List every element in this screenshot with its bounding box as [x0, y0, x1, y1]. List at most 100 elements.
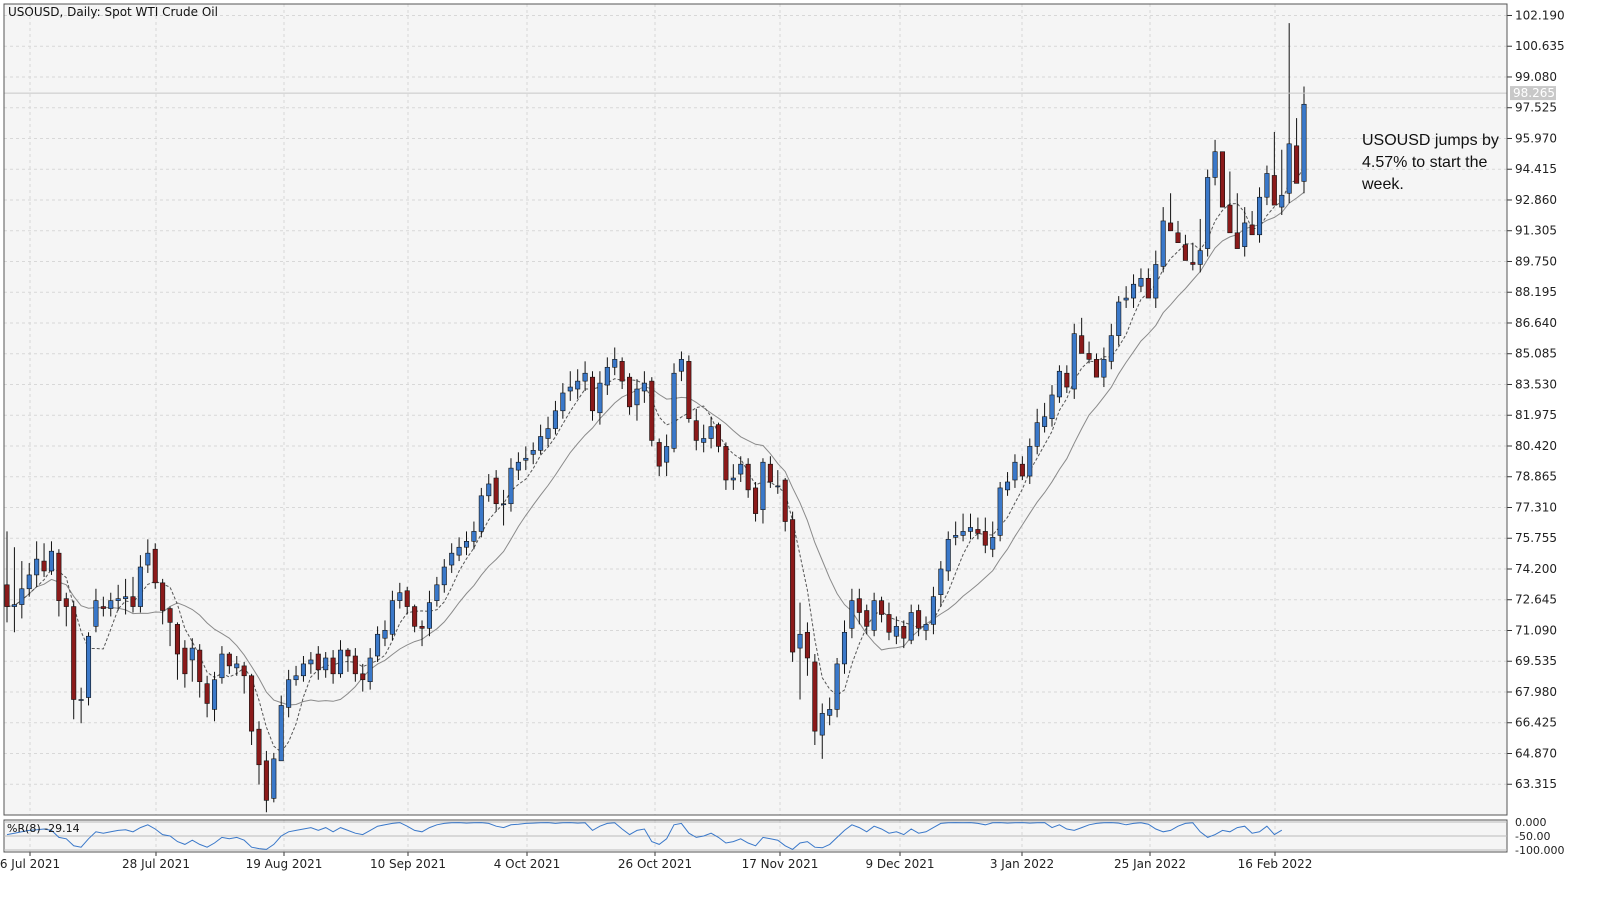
candle-body: [1301, 103, 1307, 182]
candle-body: [560, 392, 566, 412]
candle-body: [1071, 333, 1077, 390]
candle-body: [656, 442, 662, 467]
candle-body: [471, 531, 477, 542]
candle-body: [389, 600, 395, 635]
candle-body: [1145, 277, 1151, 299]
candle-body: [1249, 224, 1255, 236]
candle-body: [886, 614, 892, 633]
candle-body: [945, 539, 951, 572]
candle-body: [478, 495, 484, 532]
candle-body: [434, 584, 440, 601]
candle-body: [678, 359, 684, 372]
candle-body: [241, 665, 247, 677]
y-tick-label: 80.420: [1515, 439, 1557, 453]
candle-body: [1086, 353, 1092, 360]
y-tick-label: 88.195: [1515, 285, 1557, 299]
candle-body: [671, 372, 677, 449]
candle-body: [1153, 264, 1159, 299]
candle-body: [63, 598, 69, 607]
candle-body: [160, 582, 166, 611]
candle-body: [871, 600, 877, 631]
candle-body: [360, 673, 366, 681]
candle-body: [1064, 372, 1070, 388]
slow-moving-average-line: [6, 191, 1305, 706]
candle-body: [760, 461, 766, 510]
candle-body: [1227, 204, 1233, 234]
candle-body: [686, 361, 692, 419]
candle-body: [426, 602, 432, 629]
candle-body: [397, 592, 403, 601]
chart-annotation: USOUSD jumps by 4.57% to start the week.: [1362, 132, 1499, 193]
candle-body: [493, 477, 499, 505]
y-tick-label: 66.425: [1515, 716, 1557, 730]
candle-body: [1197, 250, 1203, 265]
candle-body: [1042, 416, 1048, 427]
candle-body: [1234, 232, 1240, 249]
candle-body: [71, 606, 77, 700]
x-tick-label: 17 Nov 2021: [742, 857, 819, 871]
candle-body: [767, 463, 773, 483]
candle-body: [204, 683, 210, 704]
candle-body: [174, 624, 180, 655]
x-tick-label: 6 Jul 2021: [0, 857, 60, 871]
candle-body: [967, 527, 974, 532]
y-tick-label: 74.200: [1515, 562, 1557, 576]
candle-body: [1294, 145, 1300, 184]
y-tick-label: 85.085: [1515, 347, 1557, 361]
candle-body: [997, 487, 1003, 536]
candle-body: [115, 598, 121, 601]
candle-body: [78, 699, 84, 701]
candle-body: [530, 450, 536, 455]
candle-body: [145, 552, 151, 566]
candle-body: [1160, 220, 1166, 267]
x-axis: 6 Jul 2021 28 Jul 2021 19 Aug 2021 10 Sep 2…: [0, 852, 1312, 871]
candle-body: [4, 584, 10, 607]
candle-body: [256, 728, 262, 766]
candle-body: [745, 463, 751, 491]
grid-lines: [4, 4, 1507, 852]
candle-body: [441, 566, 447, 586]
candle-body: [501, 503, 507, 506]
candle-body: [1219, 151, 1225, 208]
candle-body: [345, 649, 351, 657]
x-tick-label: 19 Aug 2021: [246, 857, 323, 871]
candle-body: [11, 604, 17, 607]
candle-body: [856, 598, 862, 613]
candle-body: [100, 606, 106, 609]
candle-body: [1116, 301, 1122, 336]
candle-body: [1138, 277, 1144, 287]
candle-body: [1212, 151, 1218, 178]
y-tick-label: 71.090: [1515, 623, 1557, 637]
y-tick-label: 64.870: [1515, 746, 1557, 760]
candle-body: [567, 386, 573, 392]
candle-body: [612, 359, 618, 368]
candle-body: [1182, 244, 1188, 261]
candle-body: [1108, 335, 1114, 362]
y-tick-label: 97.525: [1515, 101, 1557, 115]
y-tick-label: 102.190: [1515, 8, 1565, 22]
candle-body: [137, 566, 143, 607]
candle-body: [790, 519, 796, 653]
candle-body: [923, 624, 929, 631]
y-tick-label: 91.305: [1515, 224, 1557, 238]
candle-body: [86, 635, 92, 698]
y-tick-label: 86.640: [1515, 316, 1557, 330]
candle-body: [664, 446, 670, 463]
candle-body: [130, 596, 136, 607]
y-axis: 102.190 100.635 99.080 97.525 95.970 94.415 92…: [1507, 8, 1565, 791]
candle-body: [552, 410, 558, 429]
y-tick-label: 89.750: [1515, 254, 1557, 268]
x-tick-label: 10 Sep 2021: [370, 857, 446, 871]
candle-body: [990, 537, 996, 550]
candle-body: [515, 461, 521, 471]
candles: [4, 23, 1307, 813]
candle-body: [538, 436, 544, 451]
candle-body: [634, 388, 640, 406]
candle-body: [352, 655, 358, 675]
y-tick-label: 69.535: [1515, 654, 1557, 668]
candle-body: [812, 661, 818, 732]
candle-body: [108, 600, 114, 609]
x-tick-label: 16 Feb 2022: [1238, 857, 1313, 871]
candle-body: [1264, 173, 1270, 198]
